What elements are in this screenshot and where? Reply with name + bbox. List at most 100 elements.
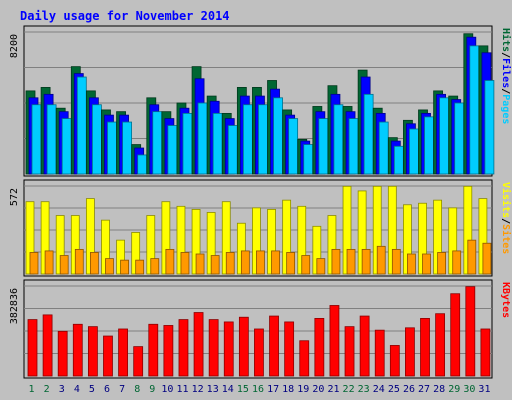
bar-pages-day-18: [288, 118, 299, 175]
bar-pages-day-26: [409, 128, 419, 175]
bar-kbytes-day-7: [118, 328, 128, 377]
x-tick-label-day-16: 16: [252, 384, 264, 395]
x-tick-label-day-9: 9: [149, 384, 155, 395]
x-tick-label-day-30: 30: [463, 384, 475, 395]
bar-sites-day-2: [44, 250, 54, 275]
bar-pages-day-2: [46, 104, 57, 175]
panel-legend: Hits/Files/Pages: [500, 28, 512, 124]
bar-kbytes-day-17: [269, 315, 279, 377]
bar-sites-day-29: [452, 250, 462, 275]
bar-kbytes-day-4: [72, 323, 83, 377]
x-tick-label-day-23: 23: [358, 384, 370, 395]
x-tick-label-day-21: 21: [327, 384, 339, 395]
bar-pages-day-14: [227, 125, 238, 175]
bar-sites-day-6: [105, 258, 114, 275]
bar-pages-day-24: [378, 121, 389, 175]
bar-pages-day-15: [242, 104, 253, 175]
bar-kbytes-day-11: [178, 319, 189, 377]
x-tick-label-day-18: 18: [282, 384, 294, 395]
legend-separator: /: [500, 218, 511, 224]
x-tick-label-day-11: 11: [176, 384, 188, 395]
bar-kbytes-day-22: [344, 326, 355, 377]
x-tick-label-day-17: 17: [267, 384, 279, 395]
bar-kbytes-day-5: [87, 326, 98, 377]
bar-sites-day-11: [180, 252, 190, 275]
bar-sites-day-27: [422, 253, 431, 275]
bar-pages-day-10: [167, 125, 178, 175]
bar-pages-day-23: [363, 93, 374, 175]
x-tick-label-day-24: 24: [373, 384, 385, 395]
bar-pages-day-12: [197, 102, 208, 175]
y-max-tick-label: 8200: [9, 34, 20, 58]
bar-sites-day-16: [256, 250, 265, 275]
x-tick-label-day-1: 1: [29, 384, 35, 395]
bar-pages-day-1: [31, 104, 42, 175]
bar-sites-day-21: [331, 248, 341, 275]
bar-pages-day-31: [484, 80, 495, 175]
x-tick-label-day-31: 31: [478, 384, 490, 395]
legend-separator: /: [500, 88, 511, 94]
bar-kbytes-day-2: [42, 314, 53, 377]
bar-kbytes-day-16: [254, 328, 264, 377]
bar-pages-day-4: [76, 76, 87, 175]
bar-sites-day-22: [346, 248, 356, 275]
bar-sites-day-24: [376, 245, 386, 275]
x-tick-label-day-25: 25: [388, 384, 400, 395]
bar-pages-day-8: [137, 154, 148, 175]
bar-sites-day-23: [361, 248, 371, 275]
x-tick-label-day-27: 27: [418, 384, 430, 395]
bar-sites-day-4: [74, 248, 84, 275]
bar-sites-day-14: [225, 252, 235, 275]
panel-legend: KBytes: [500, 282, 511, 318]
bar-pages-day-3: [61, 118, 72, 175]
panel-hits-files-pages: 8200 Hits/Files/Pages: [9, 25, 512, 177]
y-max-tick-label: 382836: [9, 288, 20, 324]
bar-kbytes-day-21: [329, 305, 340, 377]
bar-sites-day-19: [301, 255, 311, 275]
x-tick-label-day-14: 14: [222, 384, 234, 395]
bar-pages-day-16: [258, 104, 268, 175]
bar-kbytes-day-31: [480, 328, 491, 377]
bar-pages-day-21: [333, 104, 344, 175]
x-tick-label-day-3: 3: [59, 384, 65, 395]
x-tick-label-day-13: 13: [207, 384, 219, 395]
bar-kbytes-day-14: [223, 321, 234, 377]
x-tick-label-day-2: 2: [44, 384, 50, 395]
bar-pages-day-5: [91, 104, 102, 175]
bar-kbytes-day-27: [420, 318, 430, 377]
bar-sites-day-9: [150, 258, 160, 275]
x-axis-labels: 1 2 3 4 5 6 7 8 9 10 11 12 13 14 15 16 17 18 19 20 21 22 23 24 2…: [29, 384, 491, 395]
bar-pages-day-30: [469, 45, 480, 175]
bar-kbytes-day-20: [314, 318, 325, 377]
bar-kbytes-day-8: [133, 346, 144, 377]
legend-entry: Sites: [500, 224, 512, 254]
bar-sites-day-20: [316, 258, 326, 275]
x-tick-label-day-4: 4: [74, 384, 80, 395]
bar-sites-day-3: [59, 255, 69, 275]
legend-separator: /: [500, 52, 511, 58]
bar-sites-day-5: [89, 252, 99, 275]
bar-sites-day-31: [482, 242, 492, 275]
bar-sites-day-28: [437, 252, 447, 275]
bar-sites-day-12: [195, 253, 205, 275]
legend-entry: Files: [500, 58, 512, 88]
bar-kbytes-day-30: [465, 286, 476, 377]
bar-kbytes-day-28: [435, 313, 446, 377]
x-tick-label-day-26: 26: [403, 384, 415, 395]
bar-pages-day-6: [107, 121, 117, 175]
bar-kbytes-day-15: [238, 316, 249, 377]
x-tick-label-day-6: 6: [104, 384, 110, 395]
bar-sites-day-1: [29, 252, 39, 275]
legend-entry: KBytes: [500, 282, 511, 318]
legend-entry: Pages: [500, 94, 511, 124]
bar-pages-day-25: [393, 145, 404, 175]
bar-pages-day-22: [348, 118, 359, 175]
bar-kbytes-day-10: [163, 325, 174, 377]
bar-kbytes-day-3: [57, 330, 68, 377]
legend-entry: Hits: [500, 28, 512, 52]
bar-kbytes-day-29: [450, 293, 461, 377]
bar-sites-day-8: [135, 259, 145, 275]
x-tick-label-day-15: 15: [237, 384, 249, 395]
